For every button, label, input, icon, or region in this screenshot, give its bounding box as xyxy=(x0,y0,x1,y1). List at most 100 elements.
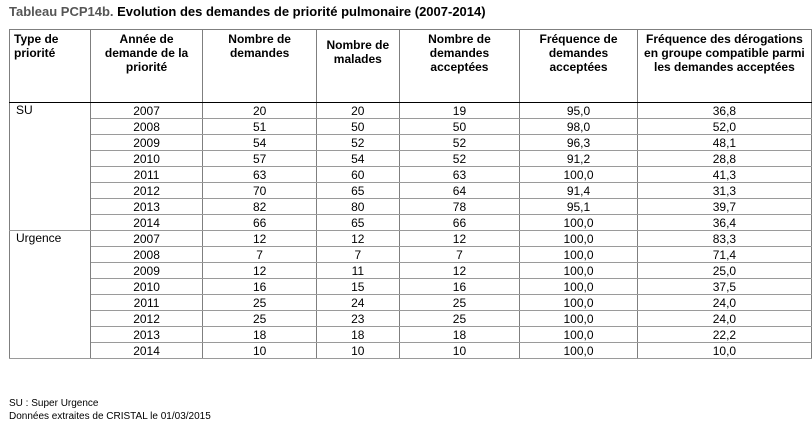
table-cell: 25 xyxy=(202,310,317,327)
table-cell: 24,0 xyxy=(636,310,812,327)
table-cell: 100,0 xyxy=(519,342,638,359)
table-cell: 16 xyxy=(398,278,521,295)
table-row: SU 2007 20 20 19 95,0 36,8 xyxy=(9,102,812,231)
footnotes: SU : Super Urgence Données extraites de … xyxy=(9,397,211,423)
table-cell: 2014 xyxy=(89,342,204,359)
column-header: Nombre de demandes acceptées xyxy=(398,29,521,103)
table-cell: 37,5 xyxy=(636,278,812,295)
table-cell: 100,0 xyxy=(519,166,638,183)
table-cell: 2009 xyxy=(89,134,204,151)
table-header-row: Type de priorité Année de demande de la … xyxy=(9,29,812,103)
table-row: 2010 16 15 16 100,0 37,5 xyxy=(10,278,812,295)
table-row: 2011 63 60 63 100,0 41,3 xyxy=(10,166,812,183)
table-cell: 54 xyxy=(315,150,400,167)
table-cell: 2010 xyxy=(89,150,204,167)
table-cell: 12 xyxy=(202,262,317,279)
table-cell: 24 xyxy=(315,294,400,311)
column-header: Année de demande de la priorité xyxy=(89,29,204,103)
table-row: 2012 70 65 64 91,4 31,3 xyxy=(10,182,812,199)
table-cell: 10 xyxy=(202,342,317,359)
table-cell: 63 xyxy=(398,166,521,183)
table-cell: 31,3 xyxy=(636,182,812,199)
table-cell: 18 xyxy=(202,326,317,343)
table-row: Urgence 2007 12 12 12 100,0 83,3 xyxy=(9,230,812,359)
table-cell: 57 xyxy=(202,150,317,167)
table-cell: 100,0 xyxy=(519,246,638,263)
table-title-prefix: Tableau PCP14b. xyxy=(9,4,114,19)
table-cell: 100,0 xyxy=(519,310,638,327)
table-cell: 95,0 xyxy=(519,102,638,119)
table-cell: 2009 xyxy=(89,262,204,279)
table-cell: 54 xyxy=(202,134,317,151)
table-cell: 100,0 xyxy=(519,326,638,343)
table-cell: 65 xyxy=(315,182,400,199)
table-cell: 91,2 xyxy=(519,150,638,167)
table-cell: 2008 xyxy=(89,246,204,263)
column-header: Fréquence des dérogations en groupe comp… xyxy=(636,29,812,103)
table-cell: 52 xyxy=(398,134,521,151)
table-cell: 39,7 xyxy=(636,198,812,215)
table-row: 2013 82 80 78 95,1 39,7 xyxy=(10,198,812,215)
table-cell: 100,0 xyxy=(519,214,638,231)
table-title: Tableau PCP14b. Evolution des demandes d… xyxy=(9,4,486,19)
table-cell: 71,4 xyxy=(636,246,812,263)
table-cell: 66 xyxy=(398,214,521,231)
table-cell: 78 xyxy=(398,198,521,215)
table-cell: 23 xyxy=(315,310,400,327)
priority-requests-table: Type de priorité Année de demande de la … xyxy=(9,29,812,359)
table-cell: 70 xyxy=(202,182,317,199)
table-cell: 2007 xyxy=(89,102,204,119)
table-cell: 60 xyxy=(315,166,400,183)
table-cell: 7 xyxy=(202,246,317,263)
table-cell: 48,1 xyxy=(636,134,812,151)
table-cell: 2014 xyxy=(89,214,204,231)
table-cell: 19 xyxy=(398,102,521,119)
table-cell: 2012 xyxy=(89,182,204,199)
table-cell: 66 xyxy=(202,214,317,231)
column-header: Nombre de demandes xyxy=(202,29,317,103)
table-cell: 82 xyxy=(202,198,317,215)
column-header: Type de priorité xyxy=(9,29,91,103)
table-cell: 2011 xyxy=(89,294,204,311)
table-cell: 36,8 xyxy=(636,102,812,119)
table-cell: 41,3 xyxy=(636,166,812,183)
priority-type-cell: Urgence xyxy=(9,230,91,359)
table-cell: 2007 xyxy=(89,230,204,247)
table-row: 2013 18 18 18 100,0 22,2 xyxy=(10,326,812,343)
table-cell: 12 xyxy=(202,230,317,247)
table-cell: 80 xyxy=(315,198,400,215)
table-cell: 24,0 xyxy=(636,294,812,311)
table-cell: 28,8 xyxy=(636,150,812,167)
table-row: 2012 25 23 25 100,0 24,0 xyxy=(10,310,812,327)
table-cell: 64 xyxy=(398,182,521,199)
table-cell: 36,4 xyxy=(636,214,812,231)
table-cell: 11 xyxy=(315,262,400,279)
table-cell: 95,1 xyxy=(519,198,638,215)
table-cell: 100,0 xyxy=(519,262,638,279)
table-row: 2011 25 24 25 100,0 24,0 xyxy=(10,294,812,311)
table-cell: 12 xyxy=(398,262,521,279)
table-cell: 25 xyxy=(202,294,317,311)
table-cell: 12 xyxy=(315,230,400,247)
column-header: Fréquence de demandes acceptées xyxy=(519,29,638,103)
table-cell: 2012 xyxy=(89,310,204,327)
table-cell: 2011 xyxy=(89,166,204,183)
table-cell: 25 xyxy=(398,294,521,311)
table-cell: 22,2 xyxy=(636,326,812,343)
table-title-text: Evolution des demandes de priorité pulmo… xyxy=(117,4,486,19)
table-cell: 2013 xyxy=(89,198,204,215)
table-cell: 7 xyxy=(398,246,521,263)
table-cell: 63 xyxy=(202,166,317,183)
table-cell: 52 xyxy=(315,134,400,151)
table-cell: 96,3 xyxy=(519,134,638,151)
table-row: 2009 12 11 12 100,0 25,0 xyxy=(10,262,812,279)
table-row: 2014 66 65 66 100,0 36,4 xyxy=(10,214,812,231)
column-header: Nombre de malades xyxy=(315,29,400,103)
table-cell: 100,0 xyxy=(519,278,638,295)
table-row: 2010 57 54 52 91,2 28,8 xyxy=(10,150,812,167)
table-cell: 10 xyxy=(398,342,521,359)
table-cell: 16 xyxy=(202,278,317,295)
table-cell: 25 xyxy=(398,310,521,327)
footnote-source: Données extraites de CRISTAL le 01/03/20… xyxy=(9,411,211,422)
table-cell: 10 xyxy=(315,342,400,359)
